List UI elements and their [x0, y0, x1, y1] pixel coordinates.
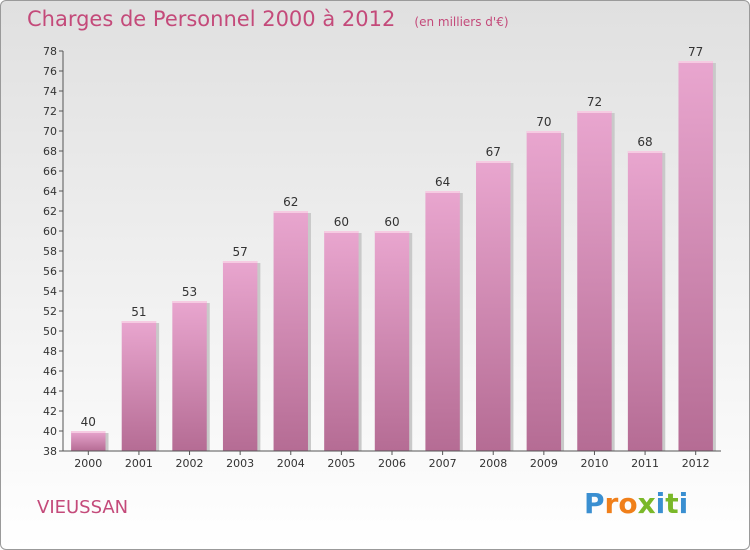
y-tick-label: 42 [43, 405, 57, 418]
bar-top-highlight [222, 261, 258, 263]
y-tick-label: 64 [43, 185, 57, 198]
logo-letter: P [584, 487, 605, 520]
bar-2001 [121, 321, 157, 451]
x-tick-label: 2010 [580, 457, 608, 470]
data-label: 60 [334, 215, 349, 229]
bar-2006 [374, 231, 410, 451]
data-label: 70 [536, 115, 551, 129]
logo-letter: i [678, 487, 689, 520]
y-tick-label: 46 [43, 365, 57, 378]
y-tick-label: 54 [43, 285, 57, 298]
x-tick-label: 2011 [631, 457, 659, 470]
y-axis: 38 40 42 44 46 48 50 52 54 56 58 60 62 64 66 68 70 72 74 76… [43, 45, 64, 458]
bar-top-highlight [71, 431, 106, 433]
y-tick-label: 44 [43, 385, 57, 398]
x-tick-label: 2001 [125, 457, 153, 470]
bar-top-highlight [476, 161, 511, 163]
data-label: 77 [688, 45, 703, 59]
y-tick-label: 48 [43, 345, 57, 358]
x-tick-label: 2008 [479, 457, 507, 470]
logo-letter: i [655, 487, 666, 520]
data-label: 67 [486, 145, 501, 159]
y-tick-label: 78 [43, 45, 57, 58]
title-row: Charges de Personnel 2000 à 2012 (en mil… [27, 7, 509, 31]
data-label: 62 [283, 195, 298, 209]
bar-top-highlight [526, 131, 562, 133]
y-tick-label: 52 [43, 305, 57, 318]
y-tick-label: 68 [43, 145, 57, 158]
bar-top-highlight [627, 151, 663, 153]
bar-top-highlight [273, 211, 308, 213]
x-tick-label: 2000 [74, 457, 102, 470]
x-tick-label: 2005 [327, 457, 355, 470]
bar-2007 [425, 191, 460, 451]
bar-top-highlight [121, 321, 157, 323]
x-tick-label: 2002 [176, 457, 204, 470]
bar-2002 [172, 301, 207, 451]
bar-2004 [273, 211, 308, 451]
bar-top-highlight [577, 111, 612, 113]
y-tick-label: 72 [43, 105, 57, 118]
bar-top-highlight [374, 231, 410, 233]
bar-2008 [476, 161, 511, 451]
x-tick-label: 2004 [277, 457, 305, 470]
data-label: 57 [233, 245, 248, 259]
data-label: 51 [131, 305, 146, 319]
logo-letter: r [604, 487, 619, 520]
y-tick-label: 70 [43, 125, 57, 138]
y-tick-label: 50 [43, 325, 57, 338]
logo-letter: x [637, 487, 656, 520]
commune-name: VIEUSSAN [37, 497, 129, 518]
y-tick-label: 66 [43, 165, 57, 178]
bar-2009 [526, 131, 562, 451]
y-tick-label: 74 [43, 85, 57, 98]
chart-title: Charges de Personnel 2000 à 2012 [27, 7, 396, 31]
logo-letter: o [618, 487, 638, 520]
chart-subtitle: (en milliers d'€) [414, 15, 509, 29]
y-tick-label: 62 [43, 205, 57, 218]
data-label: 64 [435, 175, 450, 189]
bars: 40 51 53 57 62 60 60 64 67 70 72 68 77 [71, 45, 716, 451]
data-label: 40 [81, 415, 96, 429]
bar-2005 [324, 231, 359, 451]
x-tick-label: 2007 [429, 457, 457, 470]
x-tick-label: 2003 [226, 457, 254, 470]
bar-2011 [627, 151, 663, 451]
y-tick-label: 58 [43, 245, 57, 258]
x-tick-label: 2012 [682, 457, 710, 470]
bar-2003 [222, 261, 258, 451]
data-label: 53 [182, 285, 197, 299]
bar-2000 [71, 431, 106, 451]
data-label: 68 [637, 135, 652, 149]
y-tick-label: 38 [43, 445, 57, 458]
bar-top-highlight [678, 61, 713, 63]
bar-top-highlight [425, 191, 460, 193]
x-axis: 2000 2001 2002 2003 2004 2005 2006 2007 2008 2009… [63, 450, 721, 470]
bar-top-highlight [172, 301, 207, 303]
y-tick-label: 40 [43, 425, 57, 438]
data-label: 72 [587, 95, 602, 109]
data-label: 60 [384, 215, 399, 229]
y-tick-label: 60 [43, 225, 57, 238]
x-tick-label: 2009 [530, 457, 558, 470]
bar-top-highlight [324, 231, 359, 233]
y-tick-label: 76 [43, 65, 57, 78]
bar-2012 [678, 61, 713, 451]
y-tick-label: 56 [43, 265, 57, 278]
x-tick-label: 2006 [378, 457, 406, 470]
bar-2010 [577, 111, 612, 451]
logo-letter: t [665, 487, 679, 520]
proxiti-logo: Proxiti [584, 487, 688, 520]
